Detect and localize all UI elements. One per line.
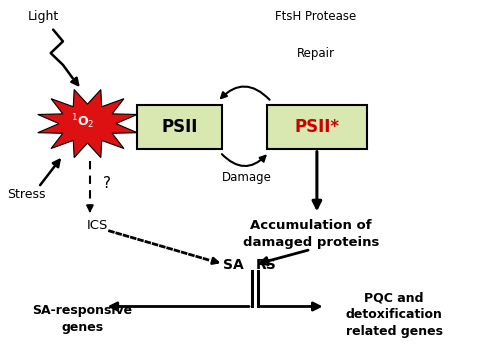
Bar — [136, 105, 222, 149]
Text: ICS: ICS — [86, 219, 108, 233]
Text: PQC and
detoxification
related genes: PQC and detoxification related genes — [346, 291, 442, 338]
Text: ?: ? — [103, 176, 111, 191]
Text: PSII*: PSII* — [294, 118, 340, 136]
Text: RS: RS — [256, 258, 277, 272]
Text: SA: SA — [223, 258, 244, 272]
Text: FtsH Protease: FtsH Protease — [275, 10, 356, 23]
Text: Repair: Repair — [296, 47, 335, 60]
Text: Stress: Stress — [7, 188, 46, 201]
Bar — [266, 105, 367, 149]
Text: SA-responsive
genes: SA-responsive genes — [32, 304, 132, 334]
Text: Accumulation of
damaged proteins: Accumulation of damaged proteins — [242, 219, 379, 249]
Text: Light: Light — [28, 10, 59, 23]
Polygon shape — [38, 90, 138, 158]
Text: Damage: Damage — [222, 171, 272, 184]
Text: $^1$O$_2$: $^1$O$_2$ — [71, 112, 94, 131]
Text: PSII: PSII — [162, 118, 198, 136]
